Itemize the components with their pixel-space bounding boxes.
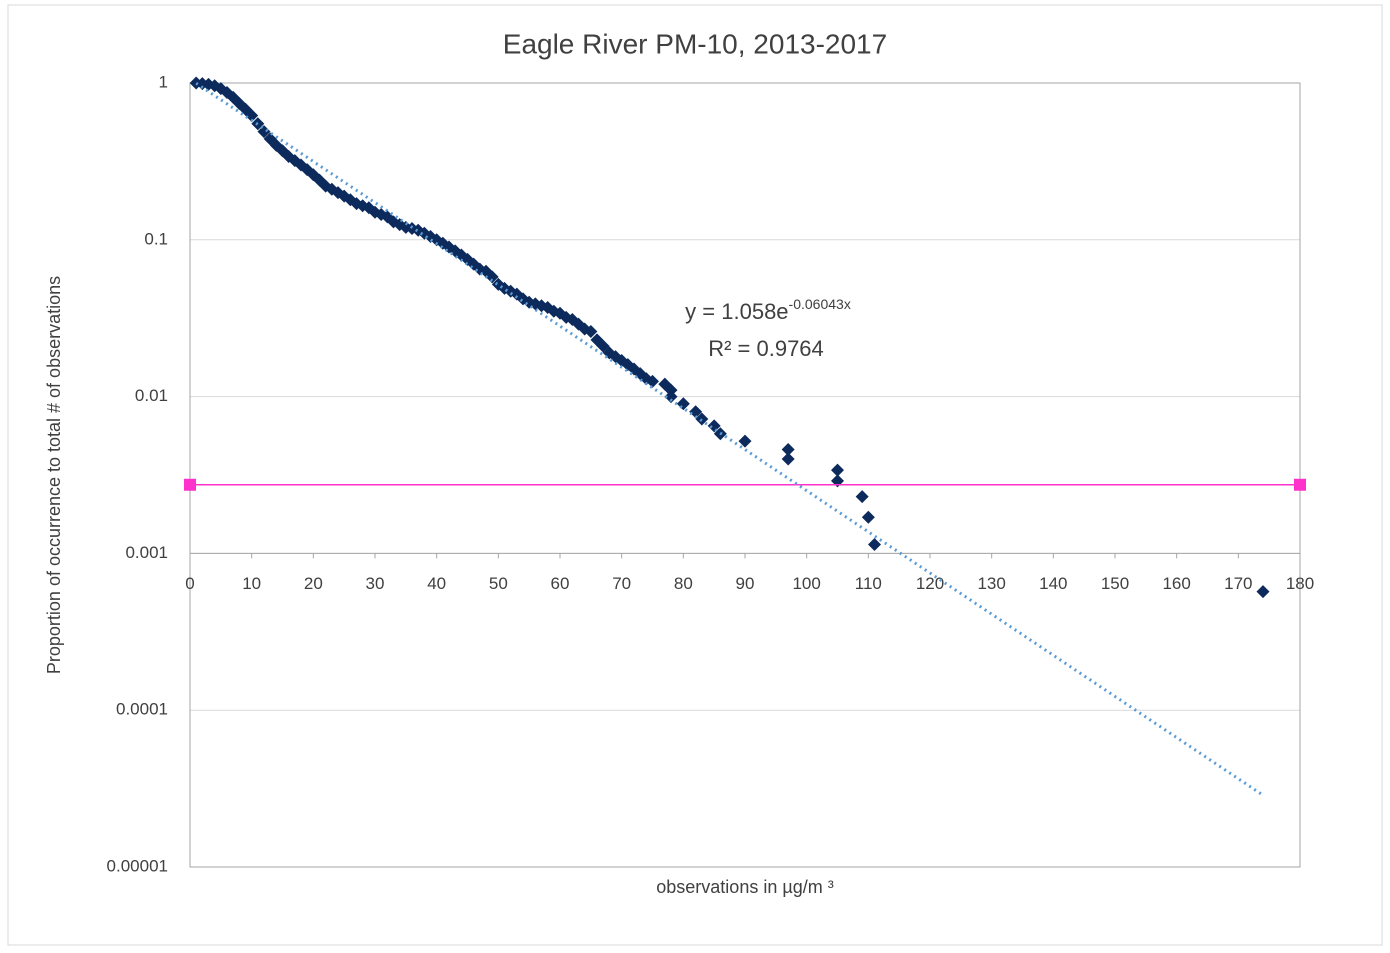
- x-tick-label: 70: [612, 574, 631, 593]
- point: [781, 452, 795, 466]
- point: [831, 463, 844, 477]
- x-tick-label: 150: [1101, 574, 1129, 593]
- x-tick-label: 100: [792, 574, 820, 593]
- point: [485, 270, 499, 284]
- point: [504, 284, 518, 298]
- x-axis-label: observations in µg/m ³: [656, 877, 833, 897]
- point: [781, 442, 795, 456]
- x-tick-label: 20: [304, 574, 323, 593]
- point: [584, 325, 598, 339]
- point: [689, 405, 703, 419]
- chart-border: [7, 4, 1383, 946]
- equation: y = 1.058e: [685, 299, 788, 324]
- y-tick-label: 0.00001: [107, 856, 168, 875]
- point: [738, 434, 752, 448]
- y-tick-label: 0.001: [125, 543, 168, 562]
- x-tick-label: 0: [185, 574, 194, 593]
- point: [861, 510, 875, 524]
- y-tick-label: 0.01: [135, 386, 168, 405]
- x-tick-label: 30: [366, 574, 385, 593]
- x-tick-label: 80: [674, 574, 693, 593]
- x-tick-label: 120: [916, 574, 944, 593]
- y-axis-label: Proportion of occurrence to total # of o…: [44, 276, 64, 674]
- point: [448, 244, 462, 258]
- y-tick-label: 0.0001: [116, 700, 168, 719]
- x-tick-label: 180: [1286, 574, 1314, 593]
- point: [1256, 585, 1270, 599]
- y-tick-label: 1: [159, 72, 168, 91]
- plot-border: [189, 82, 1301, 868]
- x-tick-label: 130: [977, 574, 1005, 593]
- point: [868, 537, 881, 551]
- point: [184, 478, 196, 491]
- point: [257, 125, 271, 139]
- point: [664, 390, 678, 404]
- x-tick-label: 160: [1162, 574, 1190, 593]
- plot-area: 1 0.1 0.01 0.001 0.0001 0.00001 0 10 20 30 40 50 60 7…: [107, 72, 1315, 875]
- r-squared: R² = 0.9764: [708, 336, 824, 361]
- x-tick-label: 170: [1224, 574, 1252, 593]
- x-tick-label: 60: [551, 574, 570, 593]
- y-tick-label: 0.1: [144, 229, 168, 248]
- x-tick-label: 50: [489, 574, 508, 593]
- chart-title: Eagle River PM-10, 2013-2017: [503, 28, 887, 59]
- trendline: [195, 82, 1264, 797]
- point: [646, 374, 659, 388]
- x-tick-label: 110: [855, 574, 882, 593]
- x-tick-label: 140: [1039, 574, 1067, 593]
- x-tick-label: 90: [736, 574, 755, 593]
- point: [245, 109, 259, 123]
- x-tick-label: 10: [242, 574, 261, 593]
- trend-equation: y = 1.058e-0.06043x: [685, 296, 851, 324]
- point: [1294, 478, 1306, 491]
- equation-exponent: -0.06043x: [789, 296, 851, 312]
- x-tick-label: 40: [427, 574, 446, 593]
- point: [707, 419, 721, 433]
- point: [855, 490, 869, 504]
